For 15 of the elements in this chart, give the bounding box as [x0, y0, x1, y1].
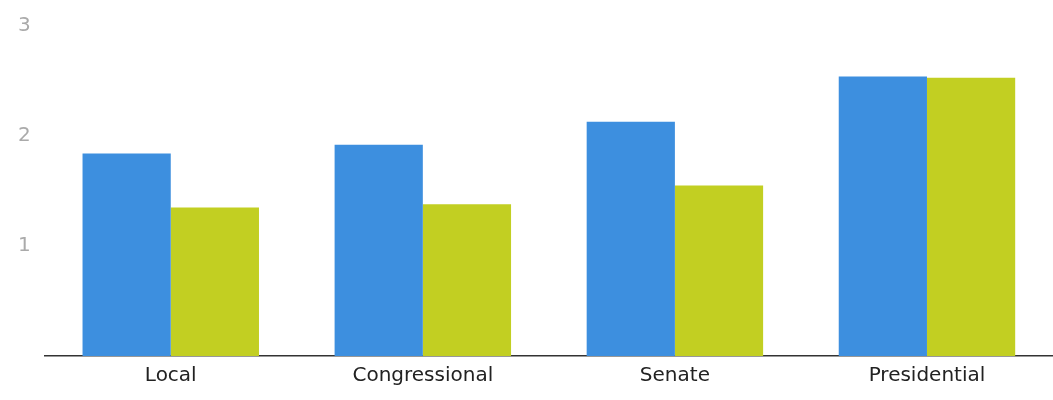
bar [926, 77, 1016, 356]
x-tick-label: Presidential [868, 362, 986, 387]
x-tick-label: Congressional [352, 362, 494, 387]
bar [838, 76, 927, 356]
x-tick-label: Local [144, 362, 197, 387]
x-tick-label: Senate [639, 362, 710, 387]
y-tick-label: 1 [17, 232, 31, 257]
y-tick-label: 3 [17, 12, 31, 37]
y-tick-label: 2 [17, 122, 31, 147]
bar [674, 185, 764, 356]
bar [82, 153, 171, 356]
bar [170, 207, 259, 356]
bar [586, 121, 675, 356]
bar [334, 144, 423, 356]
bar [422, 204, 512, 356]
